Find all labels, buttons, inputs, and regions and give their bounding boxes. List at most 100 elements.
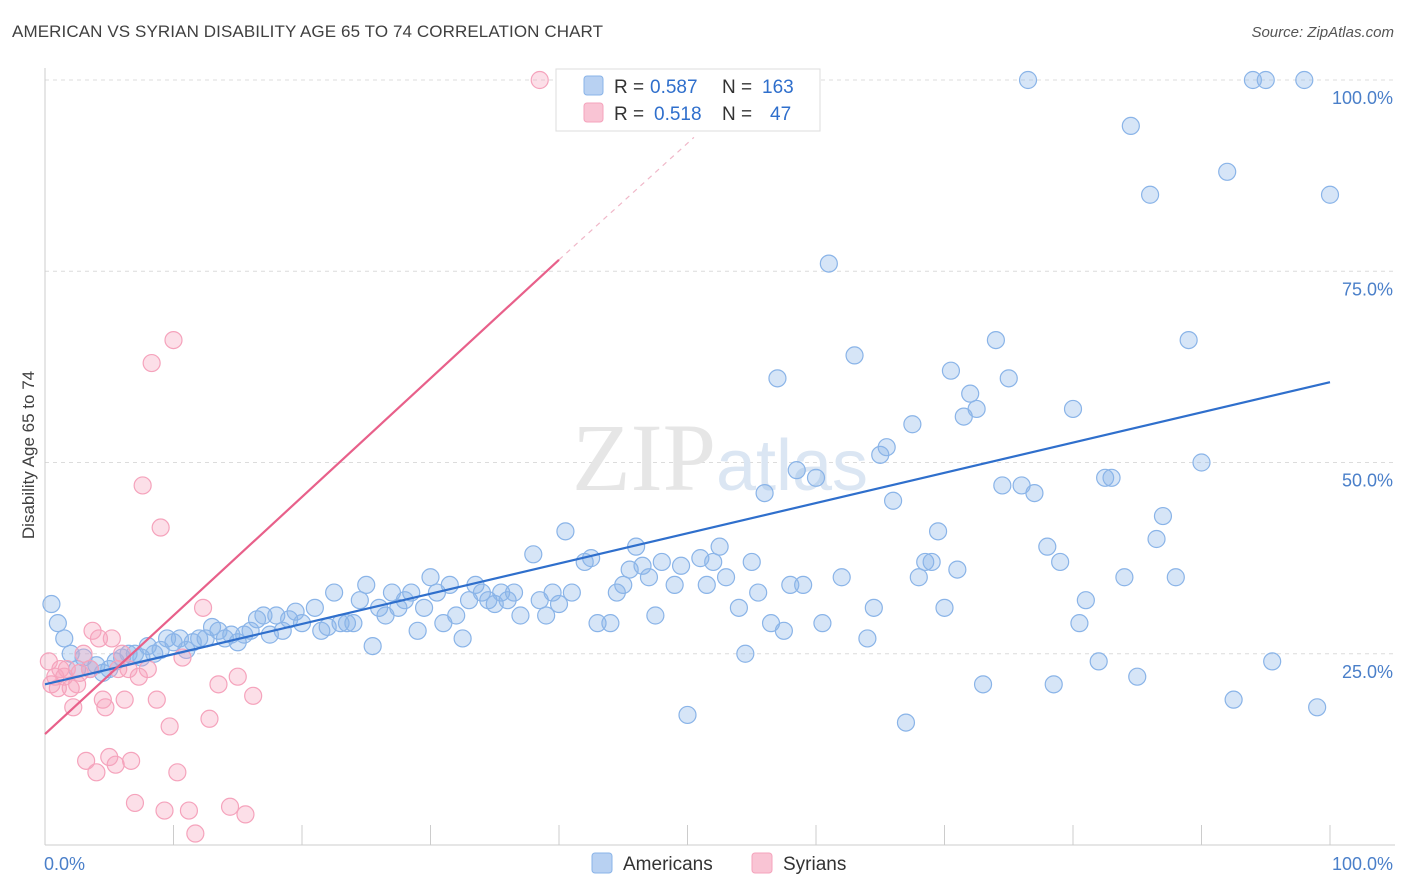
point-americans-143 xyxy=(1063,399,1083,419)
point-americans-125 xyxy=(922,552,941,572)
x-tick-label-0: 0.0% xyxy=(44,854,85,874)
bottom-legend-swatch-syrians xyxy=(751,852,773,874)
point-americans-160 xyxy=(1243,70,1263,90)
point-americans-107 xyxy=(774,621,793,640)
point-americans-43 xyxy=(325,583,344,602)
point-syrians-18 xyxy=(96,698,115,717)
point-americans-96 xyxy=(697,575,716,595)
point-americans-165 xyxy=(1320,185,1340,204)
point-syrians-45 xyxy=(228,667,247,686)
point-americans-111 xyxy=(806,468,826,487)
point-syrians-44 xyxy=(220,797,240,816)
point-americans-153 xyxy=(1147,529,1166,549)
point-americans-2 xyxy=(55,629,74,648)
bottom-legend-label-americans: Americans xyxy=(623,854,713,875)
stats-legend: R = 0.587 N = 163 R = 0.518 N = 47 xyxy=(555,68,821,132)
point-syrians-43 xyxy=(209,675,228,694)
y-tick-label-0: 25.0% xyxy=(1342,662,1393,682)
point-americans-146 xyxy=(1089,652,1108,671)
point-americans-158 xyxy=(1218,162,1237,181)
point-americans-127 xyxy=(935,598,954,617)
point-americans-113 xyxy=(819,254,838,273)
point-americans-88 xyxy=(633,556,652,575)
point-americans-1 xyxy=(48,614,67,633)
point-americans-141 xyxy=(1044,675,1063,694)
point-syrians-27 xyxy=(125,793,145,813)
point-syrians-20 xyxy=(102,629,121,648)
point-americans-103 xyxy=(749,583,768,602)
point-americans-40 xyxy=(305,598,324,617)
point-americans-142 xyxy=(1051,552,1070,572)
legend-n-value-syrians: 47 xyxy=(770,104,791,125)
point-americans-134 xyxy=(986,331,1006,350)
x-tick-label-1: 100.0% xyxy=(1332,854,1393,874)
point-syrians-30 xyxy=(138,659,157,679)
point-americans-145 xyxy=(1076,591,1095,610)
point-americans-63 xyxy=(453,629,472,648)
point-syrians-46 xyxy=(236,805,255,824)
point-americans-157 xyxy=(1192,453,1211,472)
point-americans-104 xyxy=(755,484,774,503)
point-americans-122 xyxy=(903,415,922,434)
point-americans-73 xyxy=(524,545,543,564)
chart-title: AMERICAN VS SYRIAN DISABILITY AGE 65 TO … xyxy=(12,22,604,41)
point-americans-89 xyxy=(639,568,659,587)
point-americans-79 xyxy=(562,583,581,602)
legend-n-label-americans: N = xyxy=(722,77,752,98)
point-syrians-26 xyxy=(121,751,141,770)
point-americans-82 xyxy=(588,614,607,633)
x-tick-labels: 0.0% 100.0% xyxy=(44,854,1393,874)
y-tick-label-1: 50.0% xyxy=(1342,471,1393,491)
y-tick-label-2: 75.0% xyxy=(1342,279,1393,299)
point-americans-33 xyxy=(254,606,273,625)
axes xyxy=(44,68,1395,846)
point-americans-71 xyxy=(504,583,524,602)
point-americans-23 xyxy=(190,629,209,648)
point-americans-0 xyxy=(42,594,61,614)
point-americans-162 xyxy=(1263,652,1282,671)
point-syrians-31 xyxy=(142,353,161,373)
point-americans-83 xyxy=(601,614,620,633)
point-americans-121 xyxy=(896,713,916,732)
point-americans-102 xyxy=(742,552,761,572)
point-americans-128 xyxy=(941,361,961,380)
legend-swatch-syrians xyxy=(583,102,604,123)
point-americans-45 xyxy=(337,614,357,633)
point-syrians-21 xyxy=(106,755,125,774)
point-americans-156 xyxy=(1179,331,1198,350)
point-americans-147 xyxy=(1096,468,1115,487)
point-americans-76 xyxy=(543,583,562,602)
point-americans-114 xyxy=(832,568,851,587)
legend-swatch-americans xyxy=(583,75,604,96)
point-americans-57 xyxy=(414,598,434,617)
point-americans-154 xyxy=(1153,506,1173,526)
point-syrians-40 xyxy=(186,824,205,843)
legend-r-value-syrians: 0.518 xyxy=(654,104,702,125)
point-americans-92 xyxy=(665,575,684,595)
point-americans-123 xyxy=(909,568,928,587)
point-syrians-23 xyxy=(112,644,132,663)
point-americans-149 xyxy=(1115,568,1134,587)
point-syrians-33 xyxy=(151,518,170,537)
trend-line-syrians xyxy=(44,258,560,735)
point-syrians-12 xyxy=(77,751,96,770)
point-americans-75 xyxy=(537,606,556,625)
point-americans-155 xyxy=(1166,568,1185,587)
point-americans-85 xyxy=(614,575,633,595)
point-americans-47 xyxy=(350,591,369,610)
point-americans-131 xyxy=(961,384,980,403)
point-americans-150 xyxy=(1121,116,1140,136)
point-syrians-36 xyxy=(164,331,183,350)
point-americans-109 xyxy=(787,461,806,480)
point-americans-164 xyxy=(1308,698,1327,717)
point-syrians-48 xyxy=(530,70,549,90)
point-americans-152 xyxy=(1140,185,1160,204)
point-americans-140 xyxy=(1038,537,1057,556)
point-americans-116 xyxy=(858,629,877,648)
point-americans-159 xyxy=(1224,690,1243,709)
legend-r-label-syrians: R = xyxy=(614,104,644,125)
point-americans-119 xyxy=(877,438,896,457)
point-syrians-15 xyxy=(87,763,106,782)
point-americans-72 xyxy=(511,606,530,625)
